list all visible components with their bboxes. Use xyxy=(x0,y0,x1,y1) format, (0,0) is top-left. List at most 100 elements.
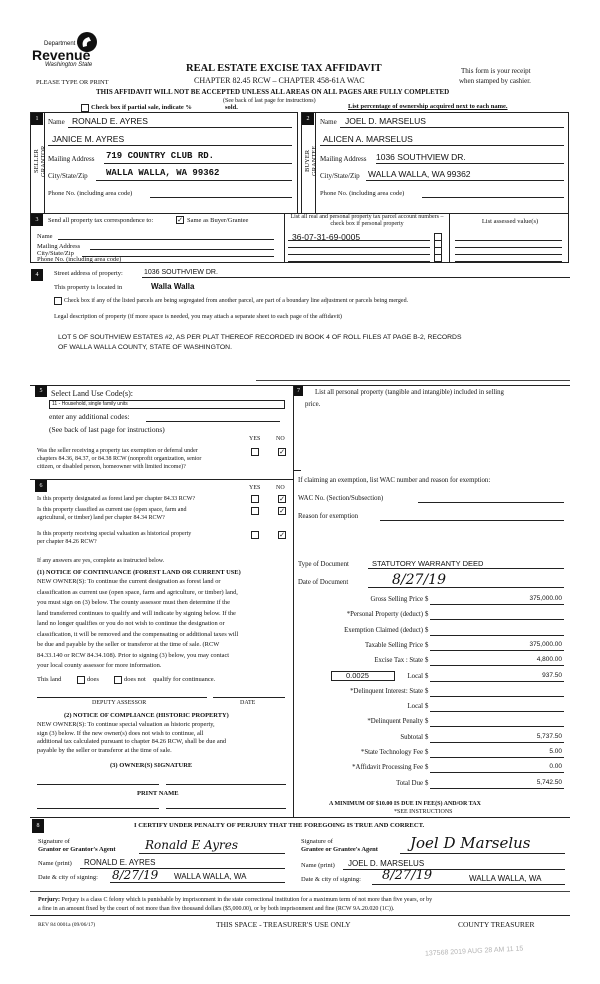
logo-state: Washington State xyxy=(45,62,93,68)
dollar-sign: $ xyxy=(425,687,429,695)
segregated-checkbox[interactable] xyxy=(54,297,62,305)
assessed-header: List assessed value(s) xyxy=(481,218,539,225)
legal-description-line-2[interactable]: OF WALLA WALLA COUNTY, STATE OF WASHINGT… xyxy=(58,344,232,351)
street-address[interactable]: 1036 SOUTHVIEW DR. xyxy=(144,269,218,276)
grantor-name-label: Name (print) xyxy=(38,860,72,867)
amount-line xyxy=(430,619,564,621)
notice-continuance-line: 84.33.140 or RCW 84.34.108). Prior to si… xyxy=(37,651,230,659)
q-historic-yes[interactable] xyxy=(251,531,259,539)
exemption-label: If claiming an exemption, list WAC numbe… xyxy=(298,477,491,484)
grantor-city[interactable]: WALLA WALLA, WA xyxy=(174,872,247,881)
amount-value[interactable]: 5.00 xyxy=(549,748,562,755)
q-current-use-no[interactable]: ✓ xyxy=(278,507,286,515)
section-number-7: 7 xyxy=(294,386,303,396)
amount-line xyxy=(430,726,564,728)
dollar-sign: $ xyxy=(425,749,429,756)
located-county[interactable]: Walla Walla xyxy=(151,282,195,291)
personal-property-checkbox[interactable] xyxy=(434,254,442,262)
grantor-sig-label: Grantor or Grantor's Agent xyxy=(38,846,116,853)
wac-label: WAC No. (Section/Subsection) xyxy=(298,495,384,502)
notice-continuance-line: you must sign on (3) below. The county a… xyxy=(37,599,230,606)
amount-label: Taxable Selling Price xyxy=(364,641,423,649)
notice-compliance-line: NEW OWNER(S): To continue special valuat… xyxy=(37,721,215,728)
additional-codes-label: enter any additional codes: xyxy=(49,412,130,421)
amount-line xyxy=(430,757,564,758)
street-label: Street address of property: xyxy=(54,270,123,277)
q-current-use-yes[interactable] xyxy=(251,507,259,515)
amount-label: Gross Selling Price xyxy=(370,596,423,603)
local-rate[interactable]: 0.0025 xyxy=(346,671,369,680)
dollar-sign: $ xyxy=(425,596,429,603)
amount-line xyxy=(430,649,564,651)
seller-phone-label: Phone No. (including area code) xyxy=(48,190,133,197)
grantee-signature[interactable]: Joel D Marselus xyxy=(410,834,531,852)
minimum-note: A MINIMUM OF $10.00 IS DUE IN FEE(S) AND… xyxy=(329,801,481,807)
q-historic-no[interactable]: ✓ xyxy=(278,531,286,539)
q-exemption-no[interactable]: ✓ xyxy=(278,448,286,456)
seller-name-2[interactable]: JANICE M. AYRES xyxy=(52,134,125,144)
date-of-document[interactable]: 8/27/19 xyxy=(392,572,446,588)
chapter: CHAPTER 82.45 RCW – CHAPTER 458-61A WAC xyxy=(194,76,365,85)
dollar-sign: $ xyxy=(425,626,429,634)
amount-value[interactable]: 0.00 xyxy=(549,763,562,771)
deputy-assessor-label: DEPUTY ASSESSOR xyxy=(92,700,147,706)
ownership-note: List percentage of ownership acquired ne… xyxy=(348,103,508,110)
dollar-sign: $ xyxy=(425,657,429,665)
seller-mailing-address[interactable]: 719 COUNTRY CLUB RD. xyxy=(106,151,215,161)
buyer-mailing-address[interactable]: 1036 SOUTHVIEW DR. xyxy=(376,152,466,162)
forest-question: Is this property designated as forest la… xyxy=(37,496,196,502)
correspondence-section xyxy=(30,213,569,263)
q-forest-yes[interactable] xyxy=(251,495,259,503)
amount-value[interactable]: 375,000.00 xyxy=(529,640,562,648)
local-rate-box[interactable] xyxy=(331,671,395,681)
does-checkbox[interactable] xyxy=(77,676,85,684)
grantee-date-label: Date & city of signing: xyxy=(301,876,361,883)
dollar-sign: $ xyxy=(425,611,429,619)
amount-value[interactable]: 375,000.00 xyxy=(529,595,562,602)
parcel-number[interactable]: 36-07-31-69-0005 xyxy=(292,232,361,242)
grantee-city[interactable]: WALLA WALLA, WA xyxy=(469,874,542,883)
land-use-select[interactable] xyxy=(49,400,285,409)
buyer-name[interactable]: JOEL D. MARSELUS xyxy=(345,116,426,126)
buyer-name-label: Name xyxy=(320,118,337,126)
amount-value[interactable]: 4,800.00 xyxy=(536,656,562,664)
grantor-name[interactable]: RONALD E. AYRES xyxy=(84,858,156,867)
logo-revenue: Revenue xyxy=(32,47,91,63)
land-use-code[interactable]: 11 - Household, single family units xyxy=(52,401,128,407)
seller-city[interactable]: WALLA WALLA, WA 99362 xyxy=(106,168,220,178)
grantor-signature[interactable]: Ronald E Ayres xyxy=(145,838,239,852)
see-back: (See back of last page for instructions) xyxy=(223,98,316,104)
grantee-date[interactable]: 8/27/19 xyxy=(382,868,433,883)
grantee-name[interactable]: JOEL D. MARSELUS xyxy=(348,859,425,868)
buyer-name-2[interactable]: ALICEN A. MARSELUS xyxy=(323,134,413,144)
seller-name-label: Name xyxy=(48,118,65,126)
grantee-sig-of: Signature of xyxy=(301,838,333,845)
buyer-city[interactable]: WALLA WALLA, WA 99362 xyxy=(368,169,471,179)
reason-label: Reason for exemption xyxy=(298,513,359,520)
section-number-5: 5 xyxy=(35,385,47,397)
personal-property-label: List all personal property (tangible and… xyxy=(315,389,504,396)
notice-continuance-line: NEW OWNER(S): To continue the current de… xyxy=(37,578,221,585)
notice-compliance-line: additional tax calculated pursuant to ch… xyxy=(37,738,227,745)
amount-label: *Delinquent Penalty xyxy=(367,718,423,726)
exemption-question: Was the seller receiving a property tax … xyxy=(37,448,198,454)
amount-value[interactable]: 5,742.50 xyxy=(536,778,562,786)
same-as-buyer-checkbox[interactable]: ✓ xyxy=(176,216,184,224)
legal-description-line-1[interactable]: LOT 5 OF SOUTHVIEW ESTATES #2, AS PER PL… xyxy=(58,334,462,341)
type-of-document[interactable]: STATUTORY WARRANTY DEED xyxy=(372,559,484,568)
amount-value[interactable]: 5,737.50 xyxy=(536,732,562,740)
send-label: Send all property tax correspondence to: xyxy=(48,217,154,224)
amount-value[interactable]: 937.50 xyxy=(542,671,562,679)
notice-compliance-line: payable by the seller or transferor at t… xyxy=(37,746,172,754)
does-not-checkbox[interactable] xyxy=(114,676,122,684)
q-exemption-yes[interactable] xyxy=(251,448,259,456)
buyer-phone-label: Phone No. (including area code) xyxy=(320,190,405,197)
partial-sale-checkbox[interactable] xyxy=(81,104,89,112)
same-as-buyer-label: Same as Buyer/Grantee xyxy=(187,217,249,224)
corr-phone-label: Phone No. (including area code) xyxy=(37,256,122,263)
qualify-label: qualify for continuance. xyxy=(153,676,216,683)
seller-name[interactable]: RONALD E. AYRES xyxy=(72,116,148,126)
amount-label: *State Technology Fee xyxy=(360,749,423,756)
q-forest-no[interactable]: ✓ xyxy=(278,495,286,503)
grantor-date[interactable]: 8/27/19 xyxy=(112,868,159,882)
